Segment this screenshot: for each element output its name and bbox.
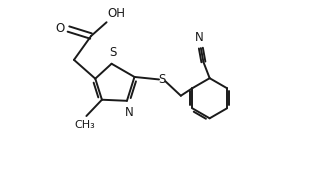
Text: OH: OH (108, 7, 126, 20)
Text: S: S (158, 73, 166, 86)
Text: S: S (109, 46, 116, 59)
Text: CH₃: CH₃ (74, 120, 95, 130)
Text: O: O (56, 22, 65, 35)
Text: N: N (195, 31, 204, 44)
Text: N: N (125, 106, 133, 119)
